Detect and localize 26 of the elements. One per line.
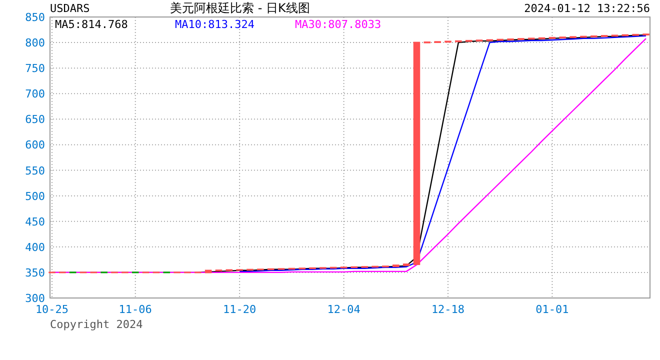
chart-subtitle: USDARS <box>50 2 90 15</box>
x-tick-label: 01-01 <box>536 303 569 316</box>
text: 2024-01-12 13:22:56 <box>524 2 650 15</box>
x-tick-label: 12-18 <box>431 303 465 316</box>
x-tick-label: 11-20 <box>223 303 256 316</box>
x-tick-label: 10-25 <box>35 303 69 316</box>
y-tick-label: 550 <box>25 164 45 178</box>
y-tick-label: 600 <box>25 138 45 152</box>
y-tick-label: 750 <box>25 62 45 76</box>
chart-title: 美元阿根廷比索 - 日K线图 <box>170 1 310 15</box>
y-tick-label: 650 <box>25 113 45 126</box>
y-tick-label: 850 <box>25 11 45 24</box>
y-tick-label: 700 <box>25 88 45 101</box>
text: MA5:814.768 <box>55 18 128 31</box>
text: MA10:813.324 <box>175 18 255 31</box>
y-tick-label: 350 <box>25 266 45 280</box>
y-tick-label: 300 <box>25 292 45 305</box>
y-tick-label: 800 <box>25 36 45 50</box>
y-tick-label: 450 <box>25 215 45 228</box>
x-tick-label: 12-04 <box>327 303 361 316</box>
text: MA30:807.8033 <box>295 18 382 31</box>
text: Copyright 2024 <box>50 318 144 331</box>
line-series <box>238 35 647 272</box>
y-tick-label: 400 <box>25 240 45 254</box>
x-tick-label: 11-06 <box>118 303 152 316</box>
y-tick-label: 500 <box>25 190 45 203</box>
